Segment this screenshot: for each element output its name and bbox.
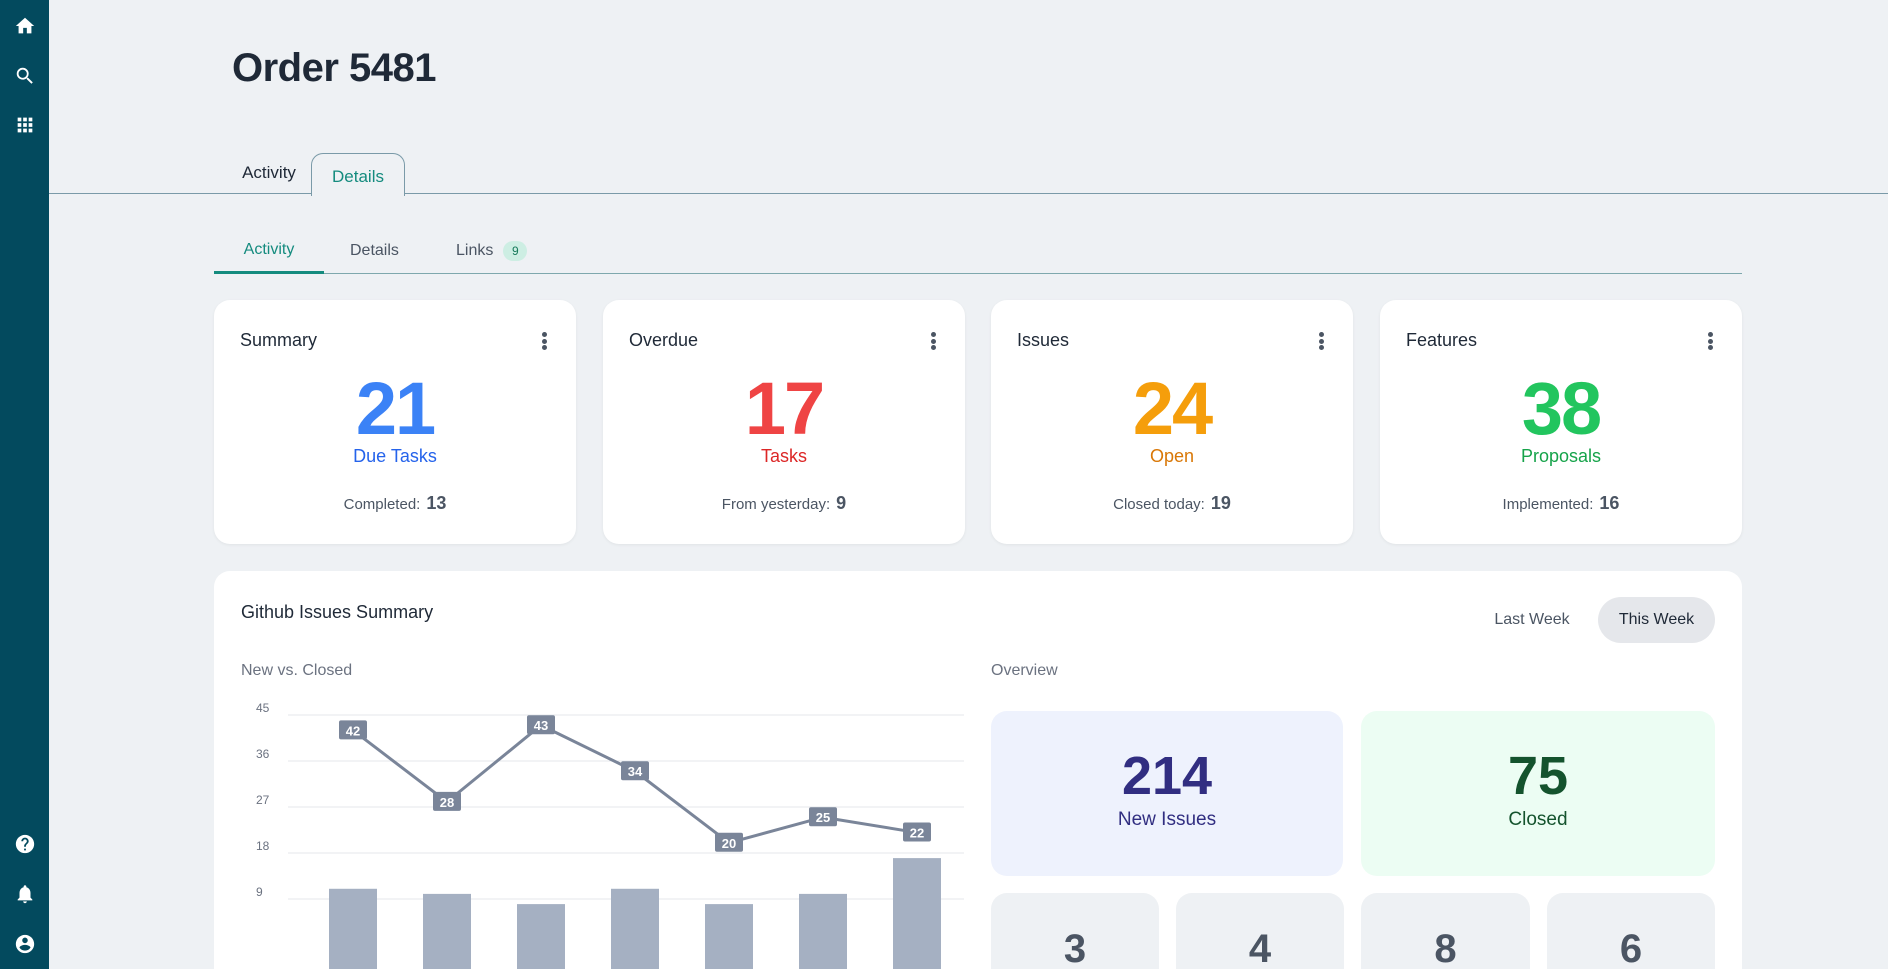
tab-details[interactable]: Details xyxy=(311,153,405,196)
search-icon[interactable] xyxy=(12,63,37,88)
card-footer-value: 19 xyxy=(1210,493,1231,513)
card-label: Tasks xyxy=(760,446,807,466)
subtab-links-label: Links xyxy=(456,242,494,259)
overview-tile: 8 xyxy=(1361,893,1530,969)
overview-tile-value: 4 xyxy=(1248,927,1272,969)
data-label-bg xyxy=(433,791,461,811)
bar xyxy=(705,904,753,969)
new-issues-value: 214 xyxy=(1121,746,1213,806)
card-footer-value: 9 xyxy=(836,493,847,513)
data-label-bg xyxy=(527,715,555,735)
data-label: 28 xyxy=(440,795,454,810)
y-tick-label: 18 xyxy=(256,839,270,853)
bar xyxy=(423,893,471,969)
more-options-icon[interactable] xyxy=(1315,330,1327,352)
subtab-details[interactable]: Details xyxy=(350,242,399,259)
card-label: Proposals xyxy=(1520,446,1602,466)
issues-card: Issues 24 Open Closed today: 19 xyxy=(991,300,1353,544)
github-issues-panel: Github Issues Summary Last Week This Wee… xyxy=(214,571,1742,969)
card-footer-value: 16 xyxy=(1599,493,1620,513)
subtab-links[interactable]: Links 9 xyxy=(456,228,528,274)
card-value: 21 xyxy=(355,367,436,450)
new-vs-closed-chart: 45 36 27 18 9 42 28 43 34 20 25 22 xyxy=(256,701,964,969)
data-label: 20 xyxy=(722,836,736,851)
top-tab-bar: Activity Details xyxy=(49,152,1888,196)
overdue-card: Overdue 17 Tasks From yesterday: 9 xyxy=(603,300,965,544)
card-footer-label: From yesterday: xyxy=(721,496,831,513)
card-title: Issues xyxy=(1017,330,1070,350)
overview-tile: 6 xyxy=(1547,893,1715,969)
data-label-bg xyxy=(339,720,367,740)
this-week-button[interactable]: This Week xyxy=(1598,597,1715,643)
overview-tile-value: 3 xyxy=(1063,927,1087,969)
account-icon[interactable] xyxy=(12,931,37,956)
y-tick-label: 9 xyxy=(256,885,263,899)
overview-section-label: Overview xyxy=(991,662,1058,679)
card-label: Due Tasks xyxy=(353,446,437,466)
new-issues-tile: 214 New Issues xyxy=(991,711,1343,876)
chart-section-label: New vs. Closed xyxy=(241,662,353,679)
sub-tab-bar: Activity Details Links 9 xyxy=(214,228,1742,274)
data-label: 22 xyxy=(910,826,924,841)
panel-title: Github Issues Summary xyxy=(241,602,434,622)
more-options-icon[interactable] xyxy=(1704,330,1716,352)
card-value: 17 xyxy=(744,367,825,450)
card-footer-label: Completed: xyxy=(343,496,421,513)
overview-tile: 4 xyxy=(1176,893,1344,969)
data-label: 42 xyxy=(346,723,360,738)
bar xyxy=(611,888,659,969)
help-icon[interactable] xyxy=(12,831,37,856)
closed-value: 75 xyxy=(1507,746,1569,806)
y-tick-label: 45 xyxy=(256,701,270,715)
sidebar xyxy=(0,0,49,969)
closed-label: Closed xyxy=(1508,809,1568,830)
overview-tile-value: 6 xyxy=(1619,927,1643,969)
bar xyxy=(517,904,565,969)
card-footer: Closed today: 19 xyxy=(991,493,1353,514)
apps-grid-icon[interactable] xyxy=(12,112,37,137)
subtab-activity[interactable]: Activity xyxy=(214,228,324,274)
data-label-bg xyxy=(621,761,649,781)
new-issues-label: New Issues xyxy=(1117,809,1217,830)
bar xyxy=(329,888,377,969)
data-label-bg xyxy=(715,832,743,852)
card-footer: From yesterday: 9 xyxy=(603,493,965,514)
last-week-button[interactable]: Last Week xyxy=(1494,611,1570,628)
data-label: 34 xyxy=(628,764,643,779)
features-card: Features 38 Proposals Implemented: 16 xyxy=(1380,300,1742,544)
card-title: Overdue xyxy=(629,330,699,350)
card-footer: Completed: 13 xyxy=(214,493,576,514)
closed-tile: 75 Closed xyxy=(1361,711,1715,876)
bar xyxy=(893,858,941,969)
card-footer: Implemented: 16 xyxy=(1380,493,1742,514)
card-footer-value: 13 xyxy=(426,493,447,513)
data-label-bg xyxy=(809,807,837,827)
data-label: 43 xyxy=(534,718,548,733)
card-value: 24 xyxy=(1132,367,1213,450)
bar xyxy=(799,893,847,969)
data-label: 25 xyxy=(816,810,830,825)
card-footer-label: Implemented: xyxy=(1502,496,1594,513)
overview-tile: 3 xyxy=(991,893,1159,969)
card-title: Features xyxy=(1406,330,1478,350)
more-options-icon[interactable] xyxy=(538,330,550,352)
notifications-icon[interactable] xyxy=(12,881,37,906)
tab-activity[interactable]: Activity xyxy=(242,163,296,182)
page-title: Order 5481 xyxy=(232,46,437,90)
links-count-badge: 9 xyxy=(503,241,528,261)
card-footer-label: Closed today: xyxy=(1113,496,1205,513)
y-tick-label: 27 xyxy=(256,793,270,807)
y-tick-label: 36 xyxy=(256,747,270,761)
data-label-bg xyxy=(903,822,931,842)
home-icon[interactable] xyxy=(12,13,37,38)
overview-tile-value: 8 xyxy=(1434,927,1457,969)
more-options-icon[interactable] xyxy=(927,330,939,352)
summary-card: Summary 21 Due Tasks Completed: 13 xyxy=(214,300,576,544)
card-title: Summary xyxy=(240,330,318,350)
card-value: 38 xyxy=(1521,367,1602,450)
card-label: Open xyxy=(1149,446,1195,466)
